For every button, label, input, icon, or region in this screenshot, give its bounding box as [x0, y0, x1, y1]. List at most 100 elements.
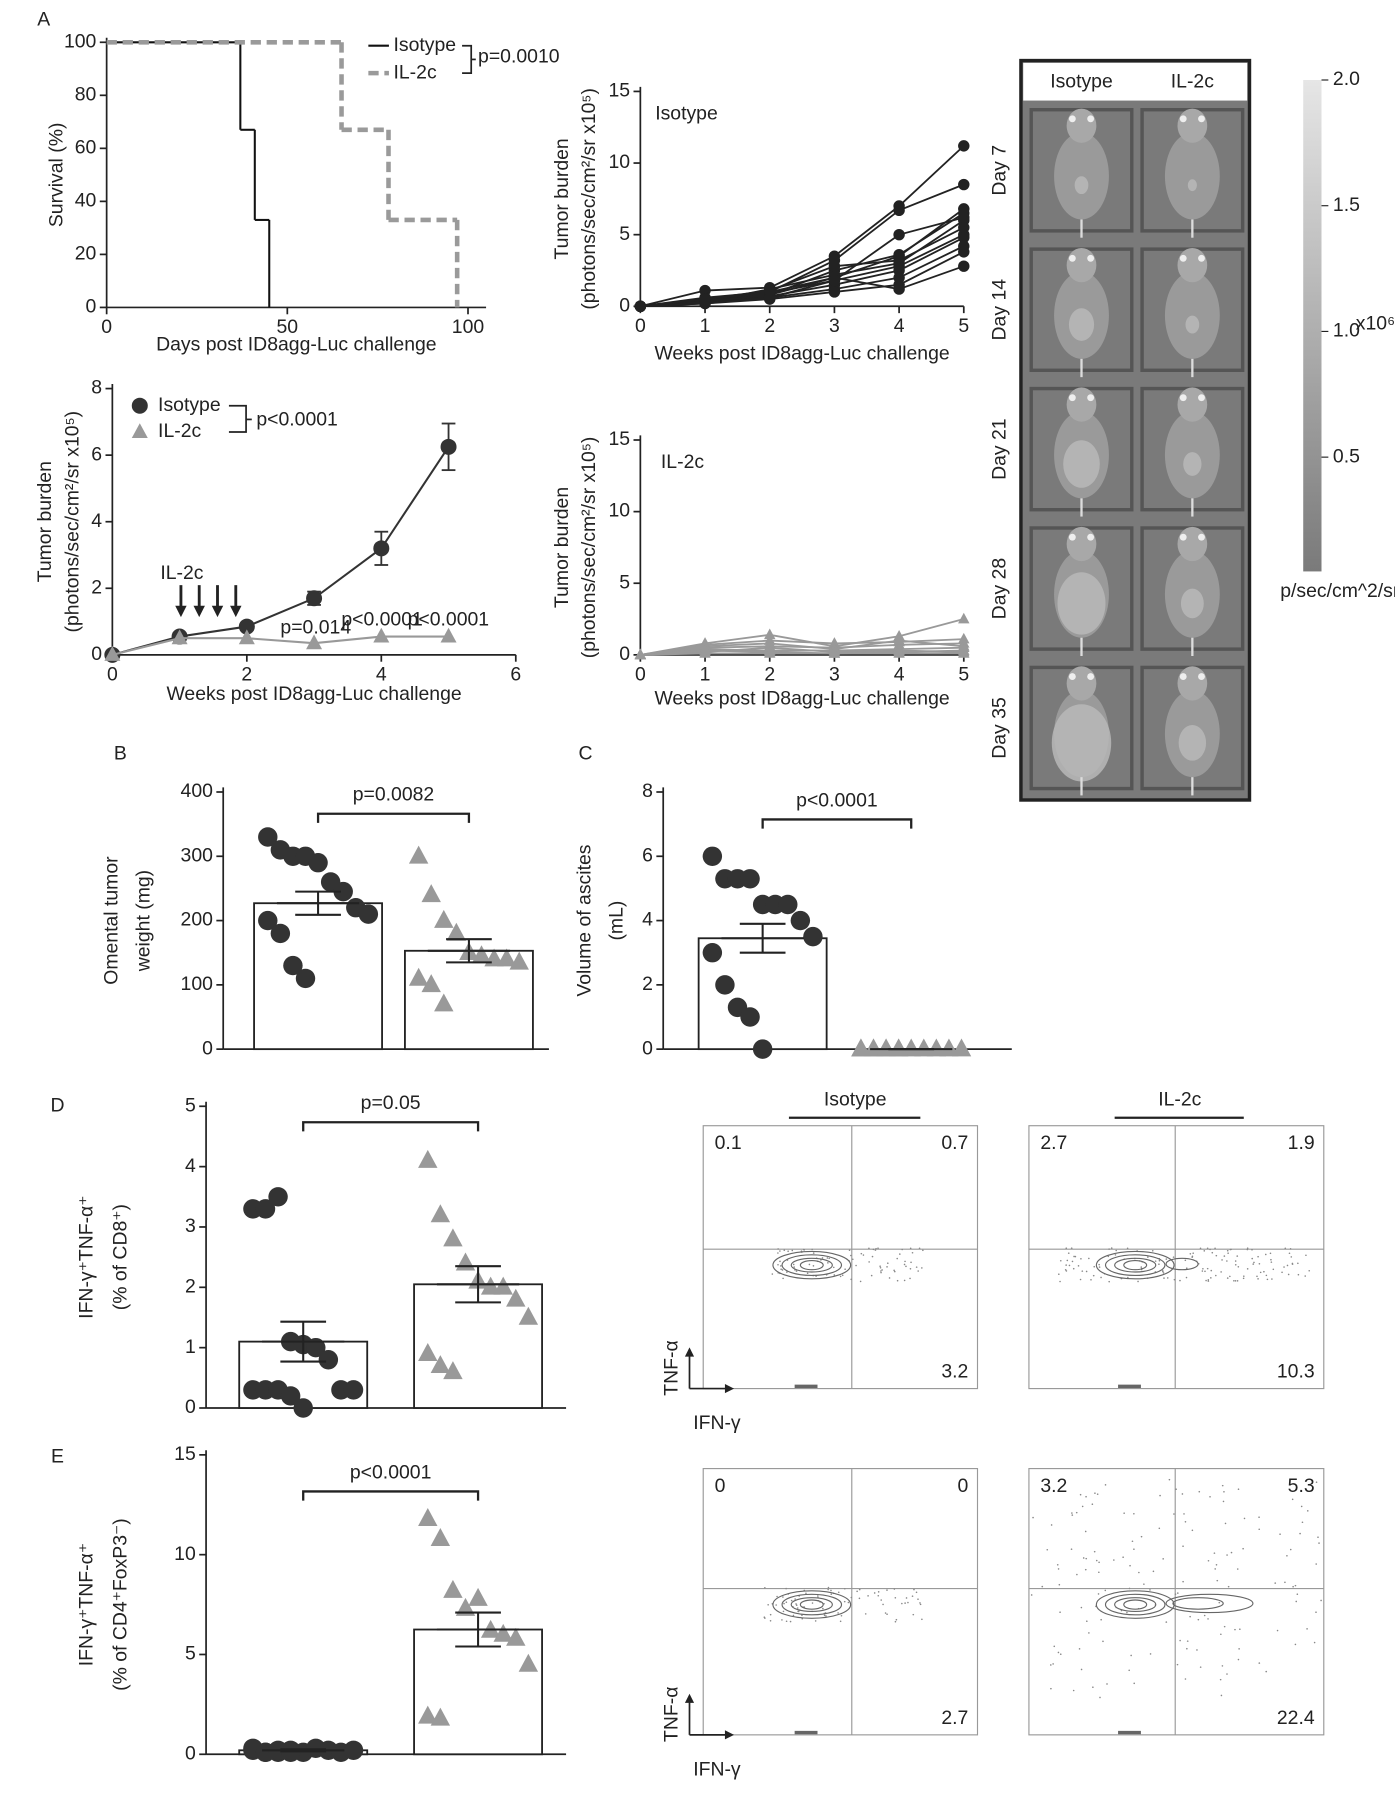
- data-point: [901, 1038, 921, 1057]
- event-dot: [1099, 1696, 1101, 1699]
- event-dot: [1203, 1250, 1206, 1252]
- data-point: [434, 909, 454, 928]
- flow-plot: [702, 1125, 979, 1390]
- mouse-ear: [1068, 115, 1076, 123]
- event-dot: [1294, 1643, 1297, 1646]
- event-dot: [860, 1252, 863, 1255]
- bar: [413, 1628, 543, 1756]
- event-dot: [830, 1593, 833, 1595]
- event-dot: [1184, 1678, 1187, 1680]
- event-dot: [843, 1600, 846, 1603]
- series-line: [640, 216, 965, 308]
- mouse-ear: [1087, 115, 1095, 123]
- arrow-head: [724, 1384, 735, 1394]
- y-axis-label: Survival (%): [46, 123, 68, 228]
- event-dot: [1266, 1278, 1269, 1281]
- data-point: [238, 629, 255, 645]
- data-point: [446, 922, 467, 941]
- event-dot: [1253, 1261, 1255, 1264]
- event-dot: [1224, 1522, 1227, 1525]
- colorbar-tick-label: 0.5: [1333, 445, 1360, 467]
- data-point: [268, 1187, 288, 1207]
- event-dot: [779, 1260, 781, 1263]
- event-dot: [1226, 1260, 1228, 1262]
- data-point: [440, 438, 457, 455]
- event-dot: [1080, 1257, 1082, 1260]
- event-dot: [792, 1263, 795, 1266]
- event-dot: [1318, 1542, 1320, 1544]
- data-point: [418, 1149, 438, 1168]
- data-point: [893, 283, 905, 295]
- event-dot: [1071, 1260, 1074, 1263]
- event-dot: [1220, 1271, 1222, 1273]
- event-dot: [1072, 1267, 1075, 1270]
- imaging-header-label: IL-2c: [1171, 70, 1214, 92]
- event-dot: [1216, 1579, 1219, 1582]
- mouse-ear: [1179, 115, 1187, 123]
- contour: [1123, 1599, 1148, 1610]
- event-dot: [1104, 1484, 1107, 1486]
- event-dot: [894, 1596, 897, 1599]
- quadrant-value: 22.4: [1277, 1707, 1315, 1729]
- event-dot: [1159, 1494, 1161, 1497]
- event-dot: [884, 1612, 887, 1614]
- event-dot: [1152, 1570, 1155, 1573]
- event-dot: [1046, 1548, 1049, 1551]
- event-dot: [1258, 1662, 1261, 1664]
- data-point: [308, 853, 328, 873]
- event-dot: [1030, 1594, 1033, 1596]
- event-dot: [1214, 1247, 1216, 1250]
- event-dot: [1213, 1552, 1216, 1554]
- annotation: p<0.0001: [256, 409, 337, 431]
- bracket: [302, 1121, 480, 1132]
- event-dot: [1207, 1559, 1210, 1562]
- event-dot: [1238, 1648, 1240, 1650]
- event-dot: [783, 1602, 785, 1605]
- imaging-header-label: Isotype: [1050, 70, 1113, 92]
- series-line: [640, 652, 964, 656]
- event-dot: [1057, 1568, 1060, 1570]
- x-tick-label: 2: [764, 315, 775, 337]
- event-dot: [1230, 1551, 1233, 1554]
- event-dot: [1286, 1554, 1288, 1557]
- event-dot: [1106, 1683, 1108, 1685]
- event-dot: [896, 1257, 899, 1260]
- event-dot: [1205, 1279, 1207, 1282]
- event-dot: [1215, 1254, 1218, 1257]
- contour: [772, 1590, 852, 1619]
- event-dot: [1281, 1271, 1283, 1274]
- event-dot: [828, 1257, 831, 1260]
- mouse-ear: [1087, 254, 1095, 262]
- event-dot: [1236, 1255, 1239, 1257]
- event-dot: [1221, 1484, 1224, 1487]
- event-dot: [852, 1258, 854, 1261]
- y-tick-label: 10: [608, 500, 630, 522]
- event-dot: [899, 1253, 901, 1255]
- flow-x-axis-label: IFN-γ: [693, 1412, 741, 1434]
- event-dot: [887, 1262, 889, 1264]
- event-dot: [921, 1267, 923, 1269]
- event-dot: [1209, 1248, 1211, 1251]
- panel-label: A: [37, 9, 50, 31]
- event-dot: [837, 1612, 839, 1614]
- y-tick-label: 15: [608, 80, 630, 102]
- event-dot: [879, 1266, 882, 1269]
- quadrant-value: 3.2: [941, 1361, 968, 1383]
- event-dot: [785, 1601, 788, 1603]
- event-dot: [879, 1265, 881, 1268]
- event-dot: [822, 1607, 824, 1610]
- event-dot: [1075, 1511, 1078, 1514]
- event-dot: [1041, 1585, 1044, 1588]
- data-point: [828, 260, 841, 272]
- event-dot: [1242, 1277, 1245, 1280]
- event-dot: [1071, 1514, 1074, 1516]
- event-dot: [1257, 1255, 1259, 1258]
- data-point: [358, 904, 379, 924]
- data-point: [509, 951, 529, 970]
- event-dot: [1086, 1620, 1088, 1623]
- event-dot: [786, 1271, 788, 1273]
- event-dot: [867, 1595, 869, 1597]
- event-dot: [1237, 1488, 1240, 1491]
- event-dot: [811, 1602, 814, 1604]
- data-point: [373, 540, 390, 557]
